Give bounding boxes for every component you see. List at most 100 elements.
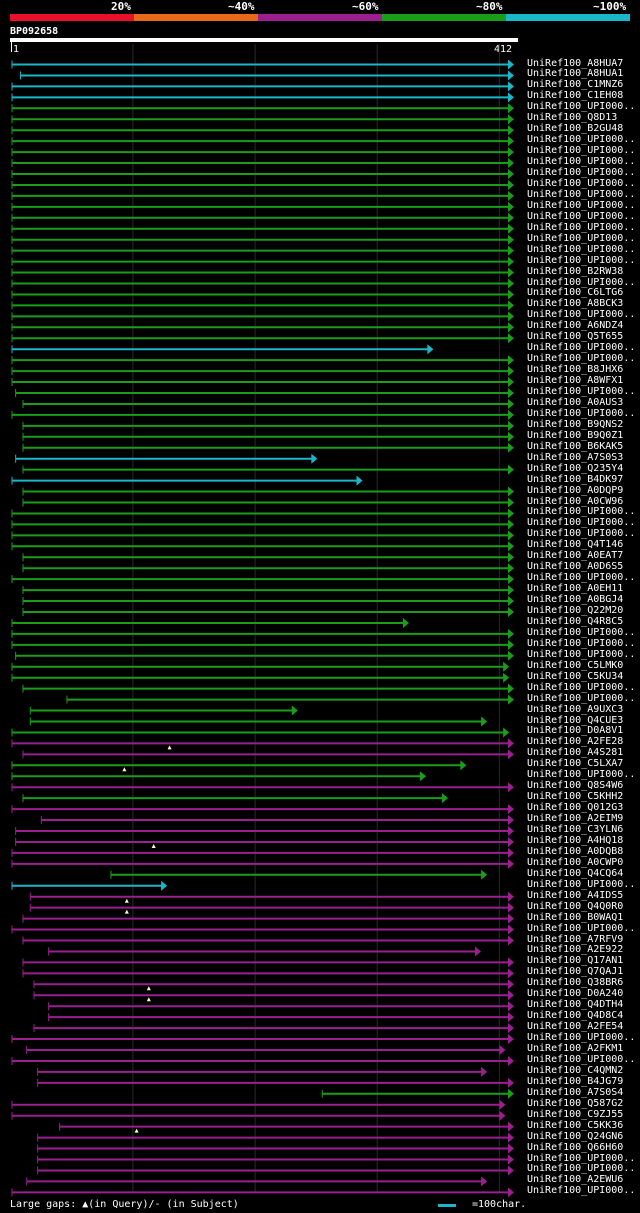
- hit-label[interactable]: UniRef100_B8JHX6: [527, 364, 624, 376]
- hit-label[interactable]: UniRef100_C4QMN2: [527, 1064, 624, 1076]
- hit-label[interactable]: UniRef100_A4IDS5: [527, 889, 624, 901]
- hit-label[interactable]: UniRef100_UPI000..: [527, 156, 636, 168]
- hit-label[interactable]: UniRef100_A4S281: [527, 747, 624, 759]
- hit-label[interactable]: UniRef100_A8HUA7: [527, 57, 624, 69]
- hit-label[interactable]: UniRef100_A8BCK3: [527, 298, 624, 310]
- hit-label[interactable]: UniRef100_B6KAK5: [527, 440, 624, 452]
- hit-label[interactable]: UniRef100_C1MNZ6: [527, 79, 624, 91]
- hit-label[interactable]: UniRef100_Q235Y4: [527, 462, 624, 474]
- hit-label[interactable]: UniRef100_C3YLN6: [527, 824, 624, 835]
- hit-label[interactable]: UniRef100_Q4R8C5: [527, 615, 624, 627]
- hit-label[interactable]: UniRef100_B2RW38: [527, 265, 624, 277]
- hit-label[interactable]: UniRef100_UPI000..: [527, 637, 636, 649]
- hit-label[interactable]: UniRef100_UPI000..: [527, 1032, 636, 1044]
- hit-label[interactable]: UniRef100_C9ZJ55: [527, 1108, 624, 1120]
- hit-label[interactable]: UniRef100_B9QNS2: [527, 418, 624, 430]
- hit-label[interactable]: UniRef100_A0D6S5: [527, 561, 624, 573]
- hit-label[interactable]: UniRef100_Q4D8C4: [527, 1010, 624, 1022]
- hit-label[interactable]: UniRef100_Q587G2: [527, 1097, 624, 1109]
- hit-label[interactable]: UniRef100_Q4DTH4: [527, 999, 624, 1011]
- hit-label[interactable]: UniRef100_UPI000..: [527, 254, 636, 266]
- hit-label[interactable]: UniRef100_A7S0S4: [527, 1086, 624, 1098]
- hit-label[interactable]: UniRef100_UPI000..: [527, 134, 636, 146]
- hit-label[interactable]: UniRef100_UPI000..: [527, 243, 636, 255]
- hit-label[interactable]: UniRef100_UPI000..: [527, 1152, 636, 1164]
- hit-label[interactable]: UniRef100_A7S0S3: [527, 451, 624, 463]
- hit-label[interactable]: UniRef100_Q5T655: [527, 331, 624, 343]
- hit-label[interactable]: UniRef100_Q8S4W6: [527, 780, 624, 792]
- hit-label[interactable]: UniRef100_UPI000..: [527, 199, 636, 211]
- hit-label[interactable]: UniRef100_B0WAQ1: [527, 911, 624, 923]
- hit-label[interactable]: UniRef100_A7RFV9: [527, 933, 624, 945]
- hit-label[interactable]: UniRef100_UPI000..: [527, 517, 636, 529]
- hit-label[interactable]: UniRef100_Q38BR6: [527, 977, 624, 989]
- hit-label[interactable]: UniRef100_A2EIM9: [527, 813, 624, 825]
- hit-label[interactable]: UniRef100_UPI000..: [527, 1163, 636, 1175]
- hit-label[interactable]: UniRef100_UPI000..: [527, 506, 636, 518]
- hit-label[interactable]: UniRef100_A0EH11: [527, 583, 624, 595]
- hit-label[interactable]: UniRef100_B2GU48: [527, 123, 624, 135]
- hit-label[interactable]: UniRef100_A0EAT7: [527, 550, 624, 562]
- hit-label[interactable]: UniRef100_UPI000..: [527, 145, 636, 157]
- hit-label[interactable]: UniRef100_UPI000..: [527, 648, 636, 660]
- hit-label[interactable]: UniRef100_Q66H60: [527, 1141, 624, 1153]
- hit-label[interactable]: UniRef100_UPI000..: [527, 528, 636, 540]
- hit-label[interactable]: UniRef100_UPI000..: [527, 681, 636, 693]
- hit-label[interactable]: UniRef100_C5LMK0: [527, 659, 624, 671]
- hit-label[interactable]: UniRef100_UPI000..: [527, 276, 636, 288]
- hit-label[interactable]: UniRef100_UPI000..: [527, 221, 636, 233]
- hit-label[interactable]: UniRef100_Q012G3: [527, 802, 624, 814]
- hit-label[interactable]: UniRef100_A8HUA1: [527, 68, 624, 80]
- hit-label[interactable]: UniRef100_Q17AN1: [527, 955, 624, 967]
- hit-label[interactable]: UniRef100_UPI000..: [527, 407, 636, 419]
- hit-label[interactable]: UniRef100_C6LTG6: [527, 287, 624, 299]
- hit-label[interactable]: UniRef100_A8WFX1: [527, 375, 624, 387]
- hit-label[interactable]: UniRef100_A9UXC3: [527, 703, 624, 715]
- hit-label[interactable]: UniRef100_C5KK36: [527, 1119, 624, 1131]
- hit-label[interactable]: UniRef100_A0CWP0: [527, 856, 624, 868]
- hit-label[interactable]: UniRef100_A2FKM1: [527, 1043, 624, 1054]
- hit-label[interactable]: UniRef100_A0BGJ4: [527, 594, 624, 606]
- hit-label[interactable]: UniRef100_UPI000..: [527, 210, 636, 222]
- hit-label[interactable]: UniRef100_Q7QAJ1: [527, 966, 624, 978]
- hit-label[interactable]: UniRef100_A2FE28: [527, 736, 624, 748]
- hit-label[interactable]: UniRef100_A0DQB8: [527, 845, 624, 857]
- hit-label[interactable]: UniRef100_UPI000..: [527, 177, 636, 189]
- hit-label[interactable]: UniRef100_UPI000..: [527, 878, 636, 890]
- hit-label[interactable]: UniRef100_UPI000..: [527, 353, 636, 365]
- hit-label[interactable]: UniRef100_A0DQP9: [527, 484, 624, 496]
- hit-label[interactable]: UniRef100_B9Q0Z1: [527, 429, 624, 441]
- hit-label[interactable]: UniRef100_Q4CUE3: [527, 714, 624, 726]
- hit-label[interactable]: UniRef100_C5KHH2: [527, 791, 624, 803]
- hit-label[interactable]: UniRef100_UPI000..: [527, 386, 636, 397]
- hit-label[interactable]: UniRef100_C5LXA7: [527, 758, 624, 770]
- hit-label[interactable]: UniRef100_Q4T146: [527, 539, 624, 551]
- hit-label[interactable]: UniRef100_UPI000..: [527, 309, 636, 321]
- hit-label[interactable]: UniRef100_B4DK97: [527, 473, 624, 485]
- hit-label[interactable]: UniRef100_Q8D13: [527, 112, 618, 124]
- hit-label[interactable]: UniRef100_UPI000..: [527, 188, 636, 200]
- hit-label[interactable]: UniRef100_A2E922: [527, 944, 624, 956]
- hit-label[interactable]: UniRef100_UPI000..: [527, 572, 636, 584]
- hit-label[interactable]: UniRef100_UPI000..: [527, 232, 636, 244]
- hit-label[interactable]: UniRef100_Q4Q0R0: [527, 900, 624, 912]
- hit-label[interactable]: UniRef100_UPI000..: [527, 922, 636, 934]
- hit-label[interactable]: UniRef100_UPI000..: [527, 626, 636, 638]
- hit-label[interactable]: UniRef100_Q24GN6: [527, 1130, 624, 1142]
- hit-label[interactable]: UniRef100_A0CW96: [527, 495, 624, 507]
- hit-label[interactable]: UniRef100_A2EWU6: [527, 1174, 624, 1186]
- hit-label[interactable]: UniRef100_A2FE54: [527, 1021, 624, 1033]
- hit-label[interactable]: UniRef100_UPI000..: [527, 101, 636, 113]
- hit-label[interactable]: UniRef100_A6NDZ4: [527, 320, 624, 332]
- hit-label[interactable]: UniRef100_UPI000..: [527, 1053, 636, 1065]
- hit-label[interactable]: UniRef100_UPI000..: [527, 692, 636, 704]
- hit-label[interactable]: UniRef100_UPI000..: [527, 342, 636, 354]
- hit-label[interactable]: UniRef100_B4JG79: [527, 1075, 624, 1087]
- hit-label[interactable]: UniRef100_C5KU34: [527, 670, 624, 682]
- hit-label[interactable]: UniRef100_UPI000..: [527, 1185, 636, 1197]
- hit-label[interactable]: UniRef100_UPI000..: [527, 769, 636, 781]
- hit-label[interactable]: UniRef100_D0A8V1: [527, 725, 624, 737]
- hit-label[interactable]: UniRef100_Q4CQ64: [527, 867, 624, 879]
- hit-label[interactable]: UniRef100_UPI000..: [527, 167, 636, 178]
- hit-label[interactable]: UniRef100_A4HQ18: [527, 834, 624, 846]
